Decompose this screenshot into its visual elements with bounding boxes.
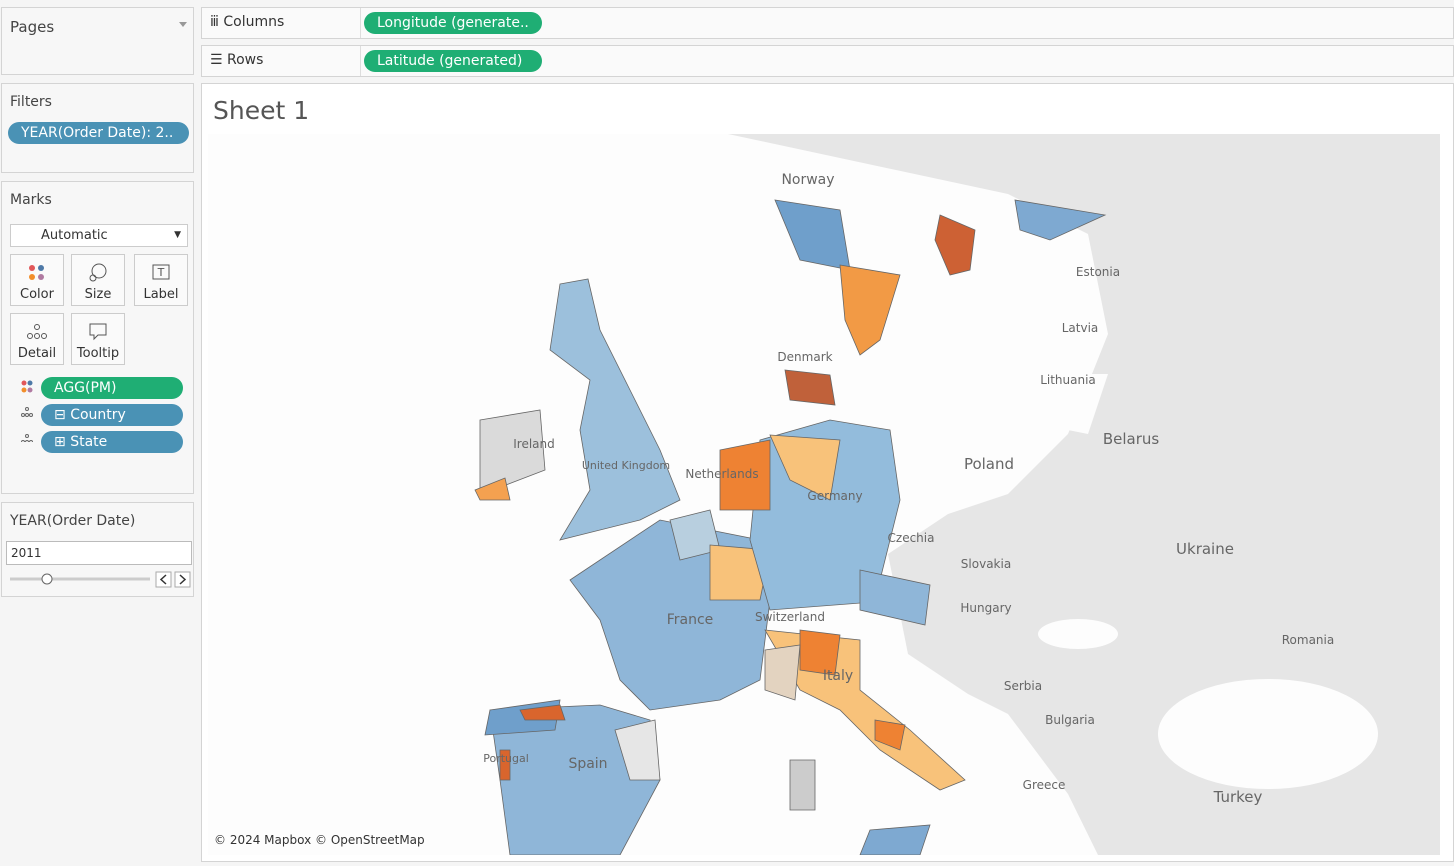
dropdown-arrow[interactable] [179,22,187,28]
map-label: Czechia [888,531,935,545]
detail-button[interactable]: Detail [10,313,64,365]
map-label: Finland [1112,134,1155,137]
year-slider[interactable] [6,571,192,589]
map-label: Switzerland [755,610,825,624]
button-label: Detail [17,346,57,361]
map-label: Turkey [1213,788,1263,806]
filters-title: Filters [10,94,52,110]
field-pill[interactable]: ⊞ State [41,431,183,453]
map-label: Belarus [1103,430,1160,448]
map-label: Denmark [777,350,832,364]
svg-text:T: T [157,266,165,279]
map-label: Germany [807,489,862,503]
map-label: Slovakia [961,557,1011,571]
pages-title: Pages [10,18,55,36]
year-filter-card: YEAR(Order Date) 2011 [1,502,194,597]
year-input[interactable]: 2011 [6,541,192,565]
field-icons [21,380,33,442]
map[interactable]: Finland Norway Estonia Latvia Denmark Lithuan… [208,134,1440,855]
button-label: Label [143,287,179,302]
map-label: Estonia [1076,265,1120,279]
mark-type: Automatic [41,228,108,243]
mark-type-dropdown[interactable]: Automatic ▼ [10,224,188,247]
field-name: State [70,434,108,450]
columns-label: ⅲ Columns [210,14,285,30]
map-label: Latvia [1062,321,1099,335]
button-label: Color [20,287,54,302]
map-attribution: © 2024 Mapbox © OpenStreetMap [214,833,425,847]
field-name: Country [70,407,126,423]
field-pill[interactable]: ⊟ Country [41,404,183,426]
button-label: Tooltip [76,346,120,361]
size-button[interactable]: Size [71,254,125,306]
tooltip-button[interactable]: Tooltip [71,313,125,365]
map-label: Bulgaria [1045,713,1095,727]
map-label: Netherlands [685,467,758,481]
label-button[interactable]: T Label [134,254,188,306]
map-label: Serbia [1004,679,1042,693]
filter-pill[interactable]: YEAR(Order Date): 2.. [8,122,189,144]
rows-label: ☰ Rows [210,52,264,68]
map-label: Greece [1023,778,1066,792]
sheet-title: Sheet 1 [213,96,310,125]
map-label: Hungary [960,601,1011,615]
rows-shelf: ☰ Rows Latitude (generated) [201,45,1454,77]
rows-label-text: Rows [227,52,264,68]
marks-title: Marks [10,192,52,208]
map-label: Romania [1282,633,1334,647]
map-label: Norway [781,172,834,188]
field-pill[interactable]: AGG(PM) [41,377,183,399]
map-label: Poland [964,455,1014,473]
pages-card: Pages [1,7,194,75]
year-filter-title: YEAR(Order Date) [10,513,136,529]
rows-pill[interactable]: Latitude (generated) [364,50,542,72]
map-label: France [667,612,714,628]
regions [474,199,1107,855]
columns-shelf: ⅲ Columns Longitude (generate.. [201,7,1454,39]
filters-card: Filters YEAR(Order Date): 2.. [1,83,194,173]
marks-card: Marks Automatic ▼ Color Size T Label Detai… [1,181,194,494]
map-label: Spain [568,756,607,772]
map-label: Lithuania [1040,373,1096,387]
map-label: Italy [823,668,853,684]
map-label: Portugal [483,752,529,765]
color-button[interactable]: Color [10,254,64,306]
columns-pill[interactable]: Longitude (generate.. [364,12,542,34]
map-label: Ukraine [1176,540,1234,558]
map-label: Ireland [513,437,555,451]
columns-label-text: Columns [223,14,285,30]
map-label: United Kingdom [582,459,670,472]
button-label: Size [84,287,112,302]
